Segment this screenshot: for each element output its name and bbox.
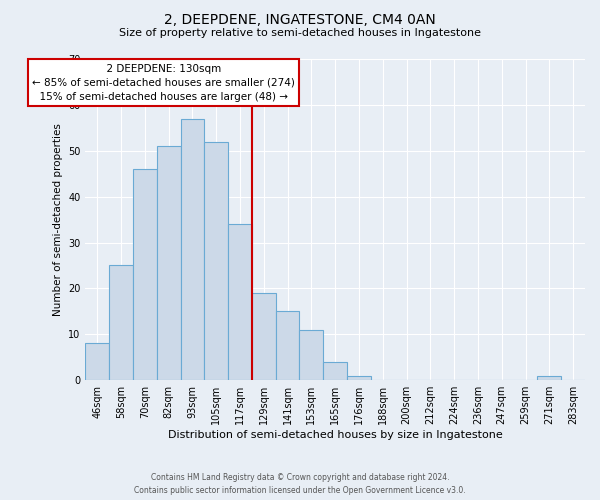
Bar [205, 142, 228, 380]
Bar [347, 376, 371, 380]
Bar [228, 224, 252, 380]
Text: Contains HM Land Registry data © Crown copyright and database right 2024.
Contai: Contains HM Land Registry data © Crown c… [134, 473, 466, 495]
Y-axis label: Number of semi-detached properties: Number of semi-detached properties [53, 123, 62, 316]
Bar [109, 266, 133, 380]
Bar [323, 362, 347, 380]
Bar [157, 146, 181, 380]
Bar [252, 293, 276, 380]
X-axis label: Distribution of semi-detached houses by size in Ingatestone: Distribution of semi-detached houses by … [168, 430, 503, 440]
Bar [85, 344, 109, 380]
Bar [181, 118, 205, 380]
Bar [538, 376, 561, 380]
Text: Size of property relative to semi-detached houses in Ingatestone: Size of property relative to semi-detach… [119, 28, 481, 38]
Bar [299, 330, 323, 380]
Bar [276, 312, 299, 380]
Text: 2, DEEPDENE, INGATESTONE, CM4 0AN: 2, DEEPDENE, INGATESTONE, CM4 0AN [164, 12, 436, 26]
Bar [133, 169, 157, 380]
Text: 2 DEEPDENE: 130sqm  
← 85% of semi-detached houses are smaller (274)
  15% of se: 2 DEEPDENE: 130sqm ← 85% of semi-detache… [32, 64, 295, 102]
